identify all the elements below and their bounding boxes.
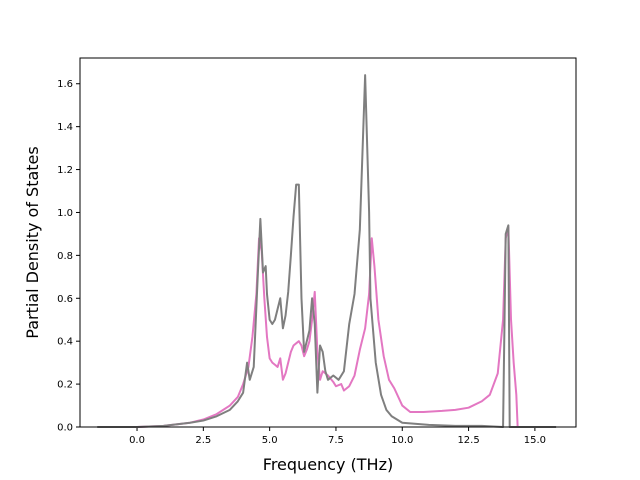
plot-frame: [79, 57, 577, 428]
y-axis-ticks: 0.0 0.2 0.4 0.6 0.8 1.0 1.2 1.4 1.6: [57, 79, 80, 434]
x-tick-label: 10.0: [391, 435, 413, 446]
y-tick-label: 1.0: [57, 208, 73, 219]
x-tick-label: 7.5: [328, 435, 344, 446]
x-axis-ticks: 0.0 2.5 5.0 7.5 10.0 12.5 15.0: [129, 427, 546, 446]
y-axis-title: Partial Density of States: [23, 146, 42, 338]
y-tick-label: 1.4: [57, 122, 73, 133]
x-tick-label: 2.5: [195, 435, 211, 446]
y-tick-label: 1.6: [57, 79, 73, 90]
y-tick-label: 1.2: [57, 165, 73, 176]
x-tick-label: 5.0: [262, 435, 278, 446]
y-tick-label: 0.8: [57, 251, 73, 262]
y-tick-label: 0.4: [57, 337, 73, 348]
series-line-2: [97, 74, 557, 428]
series-layer: [97, 74, 557, 428]
x-tick-label: 0.0: [129, 435, 145, 446]
x-axis-title: Frequency (THz): [263, 455, 393, 474]
y-tick-label: 0.6: [57, 294, 73, 305]
x-tick-label: 15.0: [524, 435, 546, 446]
x-tick-label: 12.5: [457, 435, 479, 446]
y-tick-label: 0.2: [57, 380, 73, 391]
y-tick-label: 0.0: [57, 423, 73, 434]
